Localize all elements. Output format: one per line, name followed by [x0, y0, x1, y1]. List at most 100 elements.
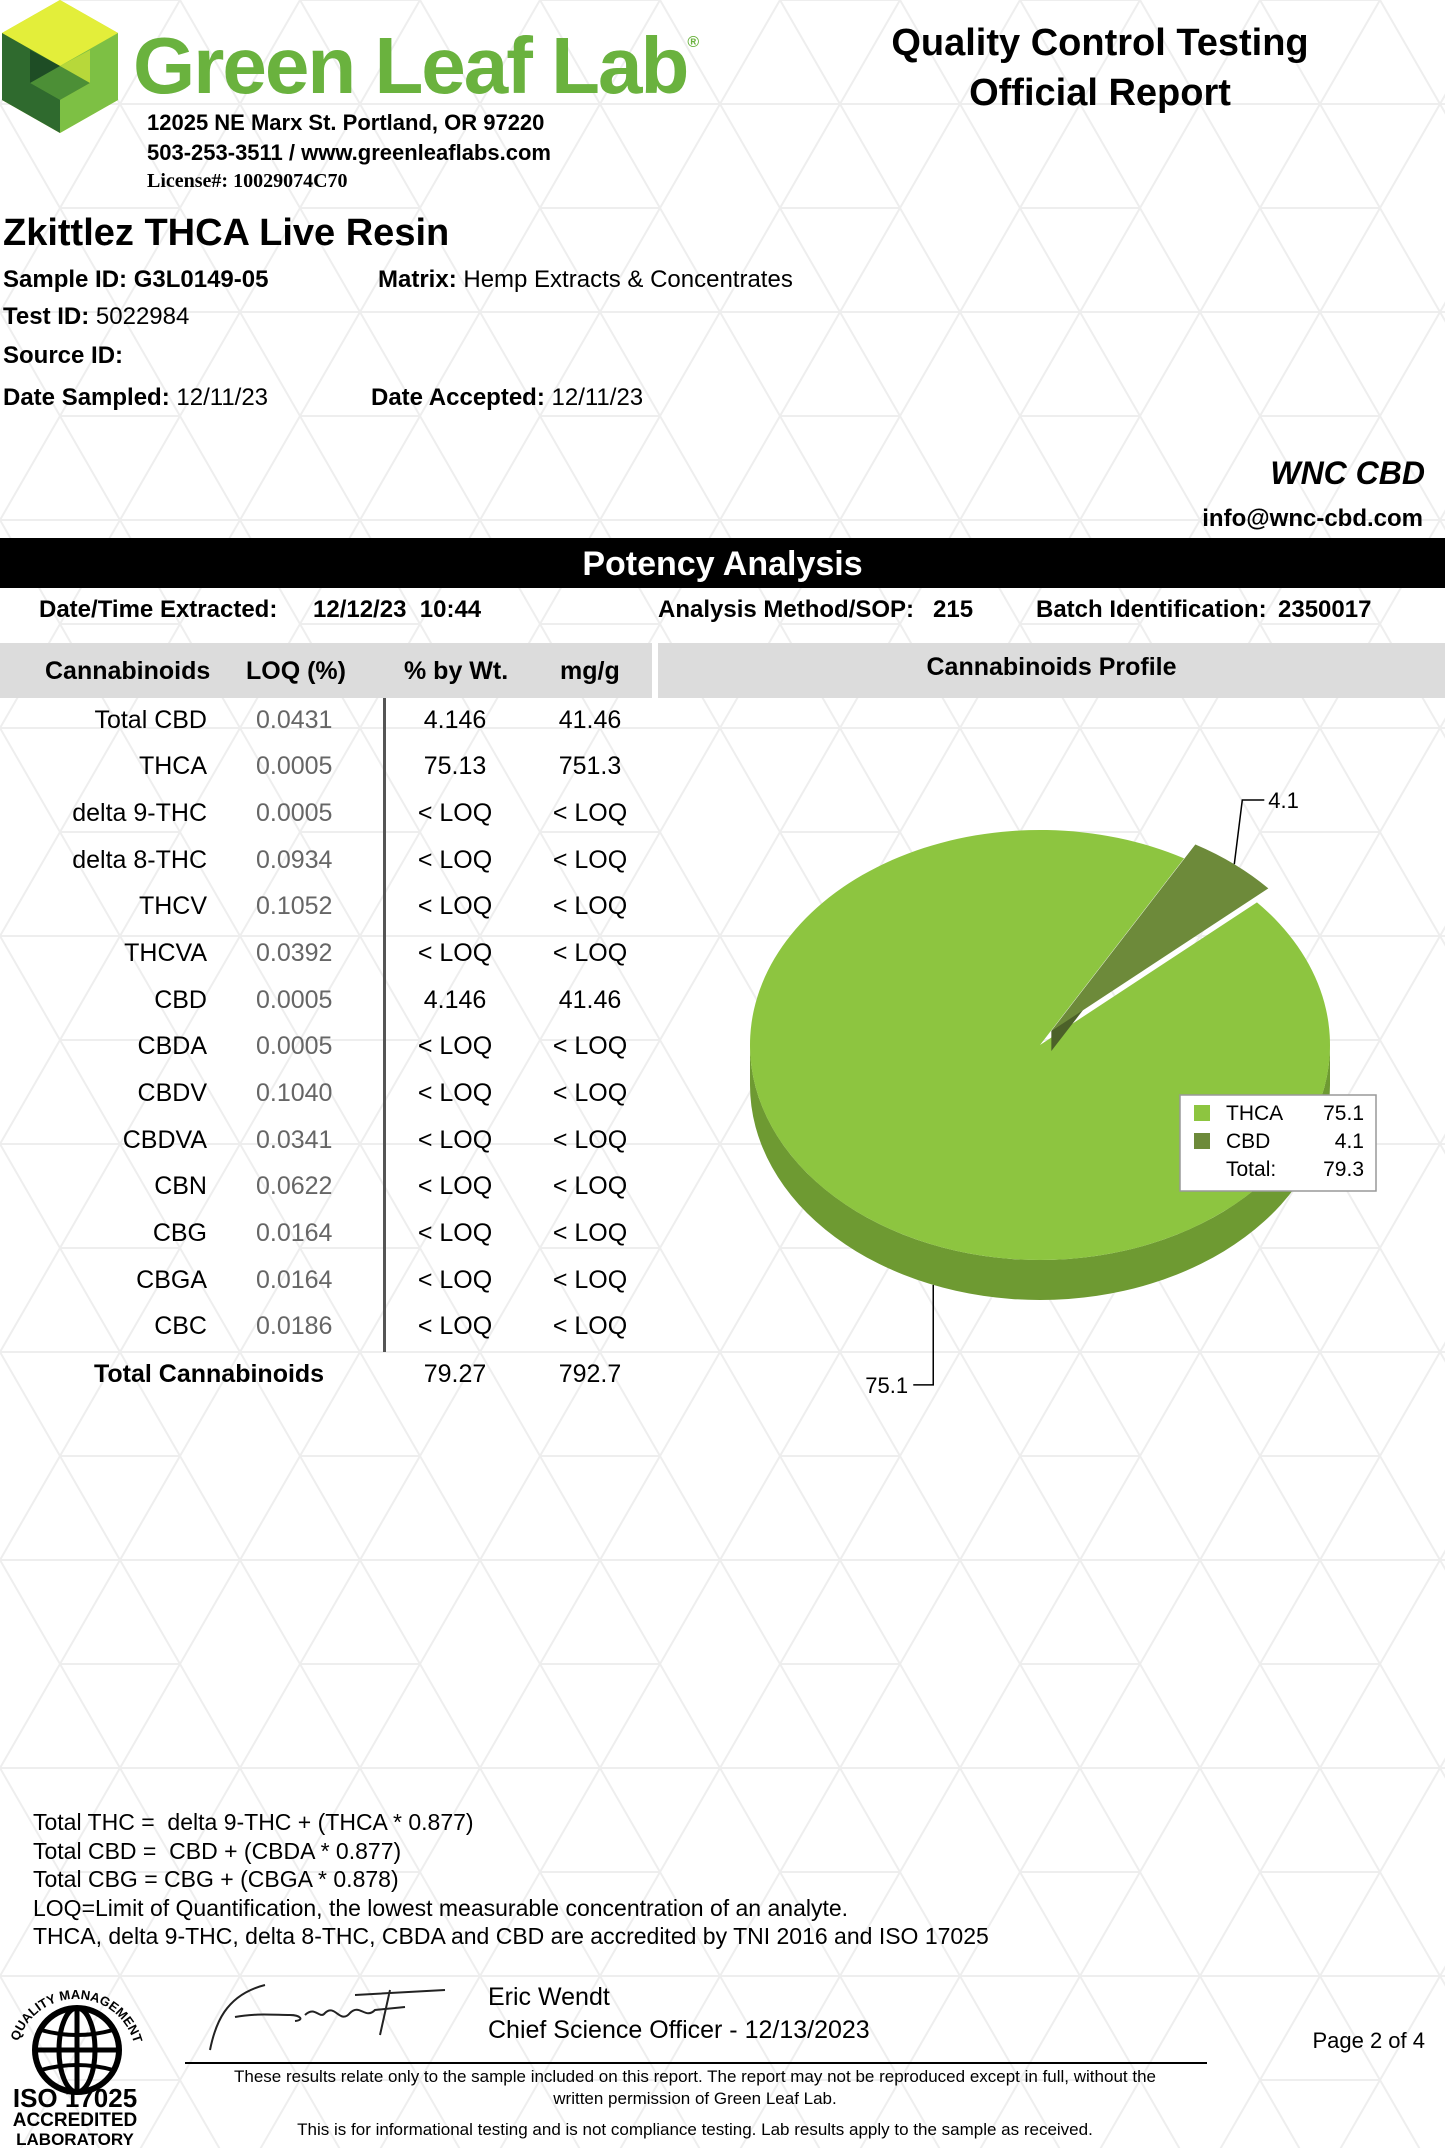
table-row: CBGA 0.0164 < LOQ < LOQ: [0, 1258, 652, 1304]
row-mg: < LOQ: [552, 1126, 628, 1154]
lab-contact: 503-253-3511 / www.greenleaflabs.com: [147, 140, 551, 165]
lab-name: Green Leaf Lab®: [133, 21, 699, 110]
table-row: CBC 0.0186 < LOQ < LOQ: [0, 1304, 652, 1350]
row-mg: < LOQ: [552, 892, 628, 920]
extracted-value: 12/12/23 10:44: [313, 596, 482, 623]
row-name: CBDVA: [122, 1126, 207, 1154]
col-mg: mg/g: [560, 657, 620, 685]
leader-line-cbd: [1233, 799, 1265, 865]
row-pct: < LOQ: [417, 892, 493, 920]
table-row: CBDV 0.1040 < LOQ < LOQ: [0, 1071, 652, 1117]
row-name: CBDV: [137, 1079, 207, 1107]
row-mg: < LOQ: [552, 1079, 628, 1107]
note-total-thc: Total THC = delta 9-THC + (THCA * 0.877): [33, 1809, 474, 1835]
page-number: Page 2 of 4: [1312, 2028, 1425, 2053]
row-loq: 0.0164: [256, 1219, 333, 1247]
test-id-label: Test ID:: [3, 303, 90, 330]
row-mg: < LOQ: [552, 1219, 628, 1247]
row-name: THCV: [138, 892, 207, 920]
test-id: Test ID: 5022984: [3, 303, 189, 331]
row-mg: < LOQ: [552, 846, 628, 874]
disclaimer-line1: These results relate only to the sample …: [234, 2067, 1156, 2086]
row-name: CBD: [154, 986, 207, 1014]
date-sampled: Date Sampled: 12/11/23: [3, 384, 268, 412]
row-name: THCVA: [124, 939, 207, 967]
table-row: THCV 0.1052 < LOQ < LOQ: [0, 884, 652, 930]
row-pct: < LOQ: [417, 1219, 493, 1247]
disclaimer-line2: written permission of Green Leaf Lab.: [553, 2089, 837, 2108]
row-loq: 0.0934: [256, 846, 333, 874]
row-mg: < LOQ: [552, 1312, 628, 1340]
row-name: CBN: [154, 1172, 207, 1200]
table-row: CBG 0.0164 < LOQ < LOQ: [0, 1211, 652, 1257]
col-cannabinoids: Cannabinoids: [45, 657, 211, 685]
row-pct: < LOQ: [417, 939, 493, 967]
date-accepted-value: 12/11/23: [551, 384, 644, 411]
matrix: Matrix: Hemp Extracts & Concentrates: [378, 266, 793, 294]
iso-line2: ACCREDITED: [12, 2110, 138, 2131]
row-name: CBGA: [136, 1266, 207, 1294]
signer-name: Eric Wendt: [488, 1983, 610, 2011]
lab-logo-icon: [2, 0, 118, 133]
cannabinoids-pie-chart: 4.1 75.1 THCA 75.1 CBD 4.1 Total: 79.3: [749, 788, 1377, 1398]
iso-seal-icon: QUALITY MANAGEMENT SYSTEM: [5, 1970, 145, 2095]
total-label: Total Cannabinoids: [94, 1360, 325, 1388]
batch-label: Batch Identification:: [1036, 596, 1267, 623]
source-id: Source ID:: [3, 342, 123, 370]
legend-value-thca: 75.1: [1323, 1102, 1364, 1125]
report-title-line2: Official Report: [969, 72, 1231, 114]
row-name: THCA: [138, 752, 207, 780]
row-pct: < LOQ: [417, 1079, 493, 1107]
row-mg: 41.46: [558, 706, 622, 734]
row-loq: 0.1052: [256, 892, 333, 920]
method-label: Analysis Method/SOP:: [658, 596, 915, 623]
sample-id-value: G3L0149-05: [133, 266, 269, 293]
extracted-label: Date/Time Extracted:: [39, 596, 278, 623]
row-mg: 751.3: [558, 752, 622, 780]
table-row: CBDVA 0.0341 < LOQ < LOQ: [0, 1118, 652, 1164]
client-name: WNC CBD: [1270, 455, 1425, 491]
row-name: CBC: [154, 1312, 207, 1340]
row-name: CBDA: [137, 1032, 207, 1060]
source-id-label: Source ID:: [3, 342, 124, 369]
report-title: Quality Control Testing Official Report: [860, 18, 1340, 118]
row-pct: 4.146: [423, 986, 487, 1014]
product-title: Zkittlez THCA Live Resin: [3, 212, 450, 254]
table-row: Total CBD 0.0431 4.146 41.46: [0, 698, 652, 744]
client-email: info@wnc-cbd.com: [1202, 505, 1423, 532]
row-loq: 0.0005: [256, 752, 333, 780]
table-row: delta 8-THC 0.0934 < LOQ < LOQ: [0, 838, 652, 884]
table-row: delta 9-THC 0.0005 < LOQ < LOQ: [0, 791, 652, 837]
matrix-value: Hemp Extracts & Concentrates: [463, 266, 793, 293]
legend-label-cbd: CBD: [1226, 1130, 1270, 1153]
table-header-bar: [0, 643, 652, 698]
sample-id-label: Sample ID:: [3, 266, 128, 293]
legend-value-cbd: 4.1: [1335, 1130, 1364, 1153]
row-mg: < LOQ: [552, 939, 628, 967]
col-pct: % by Wt.: [404, 657, 509, 685]
row-pct: < LOQ: [417, 799, 493, 827]
row-loq: 0.0005: [256, 986, 333, 1014]
row-loq: 0.0186: [256, 1312, 333, 1340]
data-label-cbd: 4.1: [1268, 788, 1299, 813]
date-accepted-label: Date Accepted:: [371, 384, 545, 411]
data-label-thca: 75.1: [865, 1373, 908, 1398]
row-pct: < LOQ: [417, 1032, 493, 1060]
row-loq: 0.0341: [256, 1126, 333, 1154]
batch-value: 2350017: [1278, 596, 1372, 623]
row-pct: 75.13: [423, 752, 487, 780]
leader-line-thca: [913, 1284, 934, 1386]
potency-section-title: Potency Analysis: [0, 538, 1445, 588]
row-mg: < LOQ: [552, 1172, 628, 1200]
row-mg: < LOQ: [552, 799, 628, 827]
row-pct: 4.146: [423, 706, 487, 734]
row-mg: < LOQ: [552, 1266, 628, 1294]
note-loq: LOQ=Limit of Quantification, the lowest …: [33, 1895, 849, 1921]
sample-id: Sample ID: G3L0149-05: [3, 266, 268, 294]
note-total-cbd: Total CBD = CBD + (CBDA * 0.877): [33, 1838, 402, 1864]
iso-line1: ISO 17025: [12, 2083, 138, 2113]
table-row: CBD 0.0005 4.146 41.46: [0, 978, 652, 1024]
lab-address: 12025 NE Marx St. Portland, OR 97220: [147, 110, 545, 135]
profile-title: Cannabinoids Profile: [926, 653, 1177, 681]
row-loq: 0.0431: [256, 706, 333, 734]
